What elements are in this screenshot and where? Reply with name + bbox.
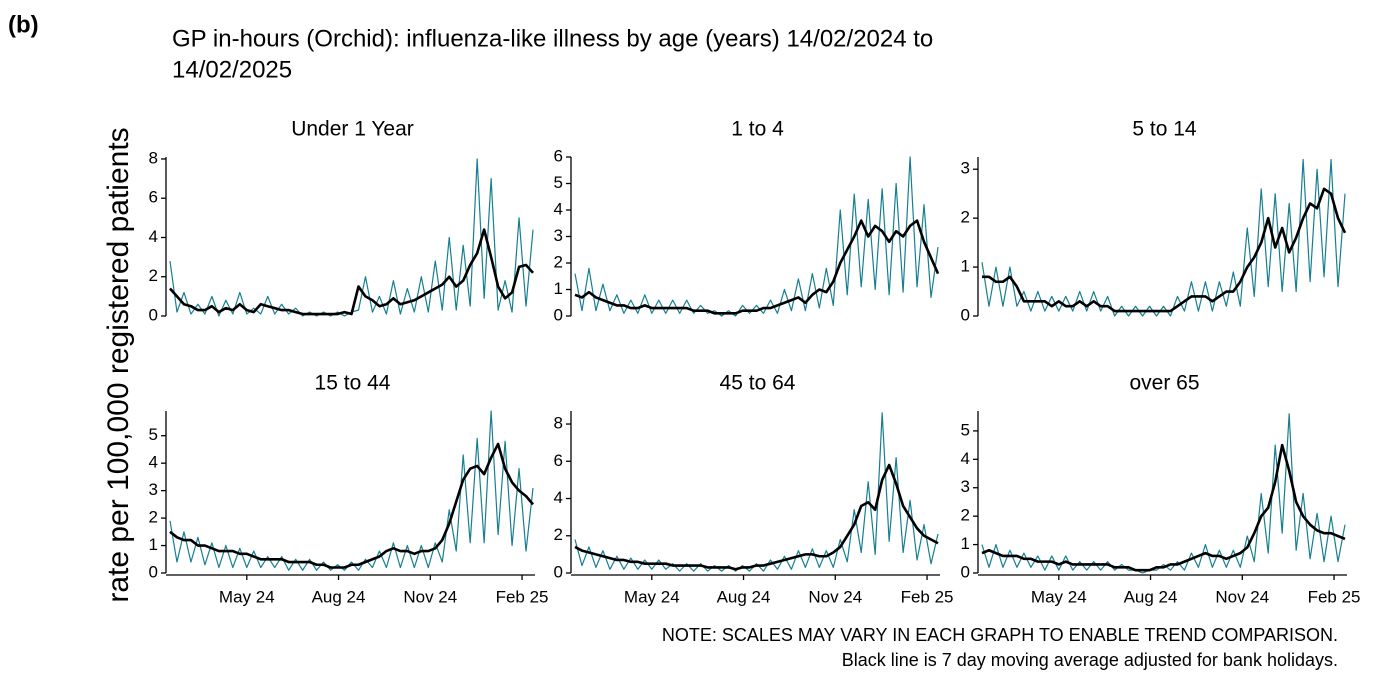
panel-title: 5 to 14 (1132, 118, 1197, 141)
y-tick-label: 0 (554, 305, 563, 324)
x-tick-label: May 24 (1031, 587, 1087, 606)
line (574, 412, 939, 572)
y-tick-label: 4 (961, 449, 970, 468)
panel-title: Under 1 Year (291, 118, 414, 141)
y-axis-label: rate per 100,000 registered patients (102, 127, 135, 602)
y-tick-label: 2 (961, 208, 970, 227)
y-tick-label: 8 (149, 148, 158, 167)
y-tick-label: 2 (149, 508, 158, 527)
y-tick-label: 1 (961, 534, 970, 553)
x-tick-label: Nov 24 (403, 587, 457, 606)
line (981, 158, 1346, 317)
y-tick-label: 0 (961, 562, 970, 581)
line (169, 410, 534, 571)
panel-title: over 65 (1129, 372, 1199, 395)
y-tick-label: 8 (554, 414, 563, 433)
y-tick-label: 3 (961, 159, 970, 178)
line (981, 413, 1346, 574)
y-tick-label: 0 (961, 305, 970, 324)
y-tick-label: 2 (149, 266, 158, 285)
line (169, 442, 535, 569)
chart-title: 14/02/2025 (172, 56, 292, 83)
line (574, 156, 939, 317)
y-tick-label: 1 (149, 535, 158, 554)
line (574, 463, 939, 571)
x-tick-label: Aug 24 (717, 587, 771, 606)
x-tick-label: May 24 (624, 587, 680, 606)
y-tick-label: 5 (149, 425, 158, 444)
x-tick-label: May 24 (219, 587, 275, 606)
x-tick-label: Nov 24 (808, 587, 862, 606)
x-tick-label: Aug 24 (312, 587, 366, 606)
y-tick-label: 0 (554, 562, 563, 581)
panel-title: 45 to 64 (720, 372, 796, 395)
y-tick-label: 0 (149, 562, 158, 581)
y-tick-label: 4 (554, 199, 563, 218)
y-tick-label: 0 (149, 305, 158, 324)
y-tick-label: 4 (149, 227, 158, 246)
x-tick-label: Feb 25 (901, 587, 954, 606)
x-tick-label: Feb 25 (496, 587, 549, 606)
x-tick-label: Feb 25 (1308, 587, 1361, 606)
note: Black line is 7 day moving average adjus… (842, 650, 1338, 670)
y-tick-label: 6 (554, 451, 563, 470)
chart-title: GP in-hours (Orchid): influenza-like ill… (172, 25, 933, 52)
line (981, 443, 1346, 572)
y-tick-label: 4 (554, 488, 563, 507)
y-tick-label: 3 (961, 477, 970, 496)
line (169, 228, 534, 316)
y-tick-label: 3 (554, 226, 563, 245)
panel-label: (b) (8, 11, 39, 38)
y-tick-label: 5 (961, 420, 970, 439)
y-tick-label: 1 (961, 257, 970, 276)
y-tick-label: 2 (554, 252, 563, 271)
note: NOTE: SCALES MAY VARY IN EACH GRAPH TO E… (662, 625, 1338, 645)
y-tick-label: 3 (149, 480, 158, 499)
y-tick-label: 5 (554, 173, 563, 192)
y-tick-label: 6 (149, 188, 158, 207)
y-tick-label: 6 (554, 146, 563, 165)
y-tick-label: 2 (554, 525, 563, 544)
panel-title: 1 to 4 (731, 118, 784, 141)
y-tick-label: 4 (149, 453, 158, 472)
x-tick-label: Nov 24 (1215, 587, 1269, 606)
panel-title: 15 to 44 (315, 372, 391, 395)
line (169, 158, 534, 317)
y-tick-label: 1 (554, 279, 563, 298)
y-tick-label: 2 (961, 506, 970, 525)
line (574, 219, 940, 315)
x-tick-label: Aug 24 (1124, 587, 1178, 606)
line (982, 187, 1347, 313)
